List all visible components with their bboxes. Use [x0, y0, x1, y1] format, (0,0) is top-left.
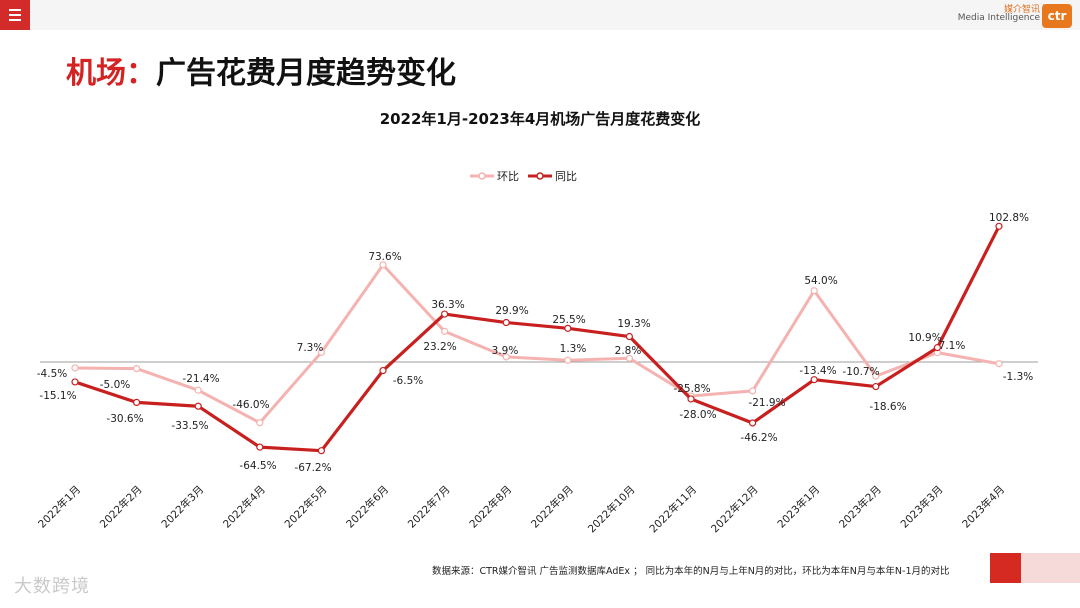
x-tick-label-10: 2022年11月	[647, 483, 699, 535]
data-label-1-2: -33.5%	[171, 420, 208, 432]
data-point-1-14	[933, 344, 942, 352]
logo-en-text: Media Intelligence	[957, 13, 1040, 23]
x-tick-label-1: 2022年2月	[97, 483, 145, 531]
data-point-1-1	[133, 398, 141, 406]
data-label-0-9: 2.8%	[615, 345, 642, 357]
data-label-0-13: -10.7%	[842, 366, 879, 378]
legend-marker-0	[478, 172, 486, 180]
x-tick-label-2: 2022年3月	[159, 483, 207, 531]
x-tick-label-11: 2022年12月	[708, 483, 760, 535]
data-label-1-11: -46.2%	[740, 432, 777, 444]
data-point-1-6	[441, 310, 449, 318]
x-tick-label-15: 2023年4月	[959, 483, 1007, 531]
footer-accent-block	[990, 553, 1021, 583]
data-point-1-8	[564, 324, 572, 332]
page-title: 机场：广告花费月度趋势变化	[66, 48, 456, 92]
data-point-0-11	[748, 387, 757, 395]
data-label-0-0: -4.5%	[37, 368, 67, 380]
data-point-0-7	[502, 353, 510, 361]
data-point-1-15	[995, 222, 1003, 230]
data-point-0-4	[317, 348, 325, 356]
data-label-0-4: 7.3%	[297, 342, 324, 354]
data-point-0-2	[194, 386, 202, 394]
data-label-1-14: 10.9%	[908, 332, 941, 344]
x-tick-label-7: 2022年8月	[467, 483, 515, 531]
data-point-0-3	[256, 419, 264, 427]
series-line-1	[74, 225, 1001, 453]
data-label-0-7: 3.9%	[492, 345, 519, 357]
data-point-0-15	[995, 360, 1003, 368]
data-point-0-5	[379, 261, 387, 269]
x-tick-label-13: 2023年2月	[836, 483, 884, 531]
data-point-1-7	[502, 318, 510, 327]
data-point-1-9	[625, 332, 634, 341]
x-tick-label-9: 2022年10月	[585, 483, 637, 535]
x-tick-label-0: 2022年1月	[35, 483, 83, 531]
data-point-1-11	[748, 419, 757, 427]
data-label-1-12: -13.4%	[799, 365, 836, 377]
data-label-0-15: -1.3%	[1003, 371, 1033, 383]
x-tick-label-5: 2022年6月	[343, 483, 391, 531]
data-point-1-0	[71, 378, 79, 386]
x-tick-label-8: 2022年9月	[528, 483, 576, 531]
x-tick-label-14: 2023年3月	[898, 483, 946, 531]
page-title-main: 广告花费月度趋势变化	[156, 56, 456, 91]
data-point-0-9	[625, 354, 634, 362]
series-line-0	[74, 263, 1000, 425]
menu-icon[interactable]	[0, 0, 30, 30]
data-label-1-13: -18.6%	[869, 401, 906, 413]
data-source-note: 数据来源：CTR媒介智讯 广告监测数据库AdEx ； 同比为本年的N月与上年N月…	[432, 566, 950, 577]
data-label-0-2: -21.4%	[182, 373, 219, 385]
line-chart: 环比 同比 -4.5% -5.0% -21.4% -46.0% 7.3% 73.6% 23.2%…	[35, 170, 1038, 535]
data-point-0-0	[71, 364, 79, 372]
data-point-1-13	[872, 382, 880, 391]
footer-accent-bar	[990, 553, 1080, 583]
data-point-1-2	[194, 402, 202, 410]
data-label-1-4: -67.2%	[294, 462, 331, 474]
data-label-0-14: 7.1%	[939, 340, 966, 352]
data-point-1-12	[810, 376, 818, 384]
data-point-0-13	[872, 372, 880, 380]
legend-marker-1	[536, 172, 544, 180]
data-label-1-7: 29.9%	[495, 305, 528, 317]
watermark-text: 大数跨境	[14, 576, 90, 597]
data-label-1-1: -30.6%	[106, 413, 143, 425]
data-point-1-4	[317, 447, 325, 455]
data-label-1-6: 36.3%	[431, 299, 464, 311]
data-point-0-1	[133, 365, 141, 373]
data-point-0-12	[810, 287, 818, 295]
data-label-0-1: -5.0%	[100, 379, 130, 391]
data-label-0-8: 1.3%	[560, 343, 587, 355]
data-label-0-10: -25.8%	[673, 383, 710, 395]
top-bar: 媒介智讯 Media Intelligence ctr	[0, 0, 1080, 30]
data-label-0-5: 73.6%	[368, 251, 401, 263]
x-tick-label-6: 2022年7月	[405, 483, 453, 531]
chart-title: 2022年1月-2023年4月机场广告月度花费变化	[379, 110, 701, 128]
data-point-0-6	[441, 327, 449, 335]
data-label-1-5: -6.5%	[393, 375, 423, 387]
data-label-1-8: 25.5%	[552, 314, 585, 326]
data-label-1-3: -64.5%	[239, 460, 276, 472]
data-point-0-8	[564, 356, 572, 364]
x-tick-label-12: 2023年1月	[775, 483, 823, 531]
ctr-logo-mark: ctr	[1042, 4, 1072, 28]
x-tick-label-4: 2022年5月	[282, 483, 330, 531]
data-label-1-15: 102.8%	[989, 212, 1029, 224]
data-point-1-3	[256, 443, 264, 451]
data-label-1-9: 19.3%	[617, 318, 650, 330]
data-label-0-12: 54.0%	[804, 275, 837, 287]
data-point-1-5	[379, 366, 387, 375]
data-point-1-10	[687, 395, 695, 403]
data-label-1-10: -28.0%	[679, 409, 716, 421]
data-label-0-3: -46.0%	[232, 399, 269, 411]
logo-cn-text: 媒介智讯	[1003, 5, 1040, 15]
page-title-prefix: 机场：	[66, 56, 156, 91]
data-label-1-0: -15.1%	[39, 390, 76, 402]
legend-label-1: 同比	[555, 170, 577, 183]
x-tick-label-3: 2022年4月	[220, 483, 268, 531]
data-label-0-11: -21.9%	[748, 397, 785, 409]
data-label-0-6: 23.2%	[423, 341, 456, 353]
legend-label-0: 环比	[497, 170, 519, 183]
